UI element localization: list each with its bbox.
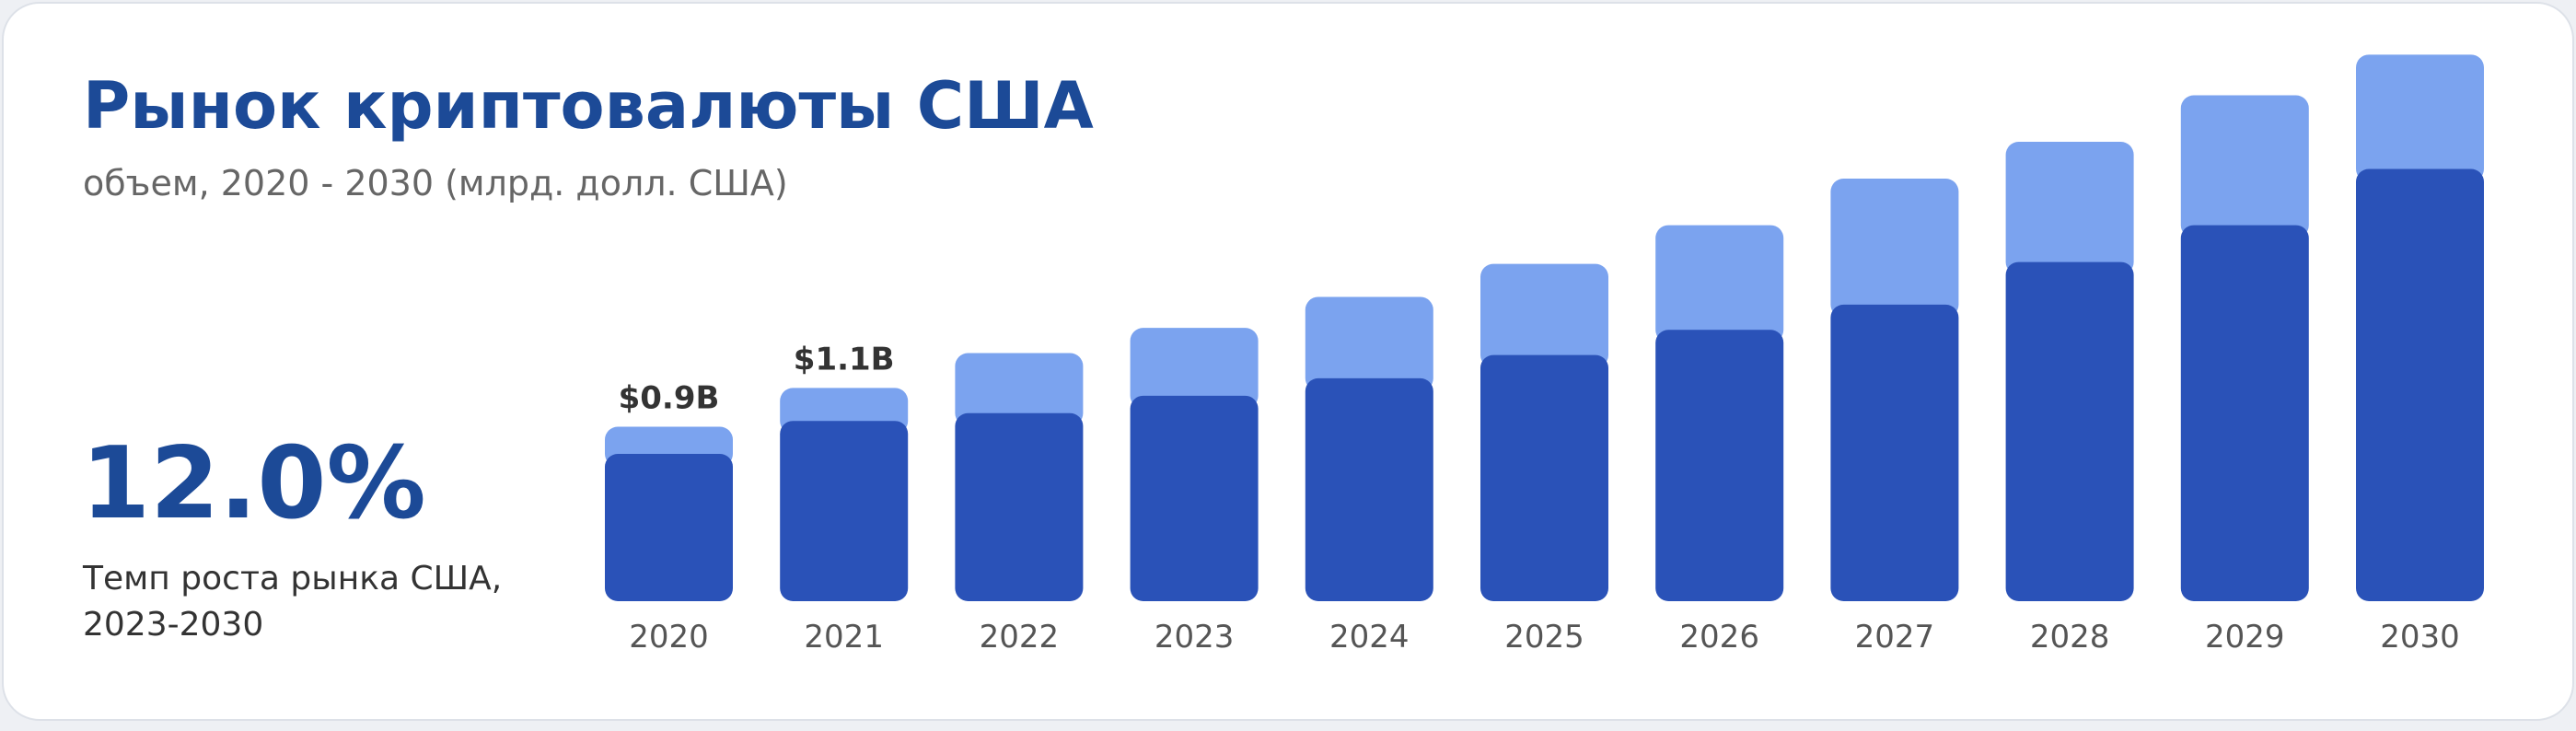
- bar-segment: [1305, 377, 1433, 601]
- bar-segment: [1130, 328, 1259, 409]
- x-tick-label: 2022: [980, 619, 1060, 656]
- bar-segment: [955, 353, 1084, 426]
- bar-segment: [1130, 395, 1259, 601]
- bar-segment: [1830, 179, 1959, 318]
- bar-segment: [1655, 225, 1784, 343]
- x-tick-label: 2023: [1155, 619, 1235, 656]
- total-label: $1.1B: [794, 341, 895, 377]
- bar-segment: [2005, 142, 2134, 275]
- kpi-label: Темп роста рынка США,: [82, 560, 502, 598]
- bar-segment: [2180, 225, 2309, 601]
- bar-segment: [2180, 95, 2309, 238]
- bar-segment: [1480, 263, 1608, 368]
- bar-segment: [955, 412, 1084, 601]
- chart-subtitle: объем, 2020 - 2030 (млрд. долл. США): [83, 163, 788, 203]
- x-tick-label: 2020: [629, 619, 709, 656]
- bar-segment: [780, 421, 909, 601]
- x-tick-label: 2030: [2380, 619, 2460, 656]
- x-tick-label: 2029: [2205, 619, 2285, 656]
- x-tick-label: 2028: [2030, 619, 2110, 656]
- kpi-label: 2023-2030: [83, 606, 263, 644]
- total-label: $0.9B: [619, 380, 720, 417]
- bar-segment: [605, 454, 733, 601]
- x-tick-label: 2025: [1504, 619, 1584, 656]
- x-tick-label: 2026: [1679, 619, 1759, 656]
- x-tick-label: 2021: [804, 619, 884, 656]
- bar-segment: [1830, 304, 1959, 601]
- bar-segment: [1480, 354, 1608, 601]
- bar-segment: [2005, 261, 2134, 601]
- bar-segment: [2356, 54, 2484, 182]
- bar-segment: [1655, 330, 1784, 601]
- chart-title: Рынок криптовалюты США: [83, 68, 1094, 144]
- bar-segment: [1305, 296, 1433, 391]
- kpi-value: 12.0%: [81, 426, 426, 541]
- x-tick-label: 2024: [1329, 619, 1410, 656]
- x-tick-label: 2027: [1855, 619, 1935, 656]
- bar-segment: [2356, 168, 2484, 602]
